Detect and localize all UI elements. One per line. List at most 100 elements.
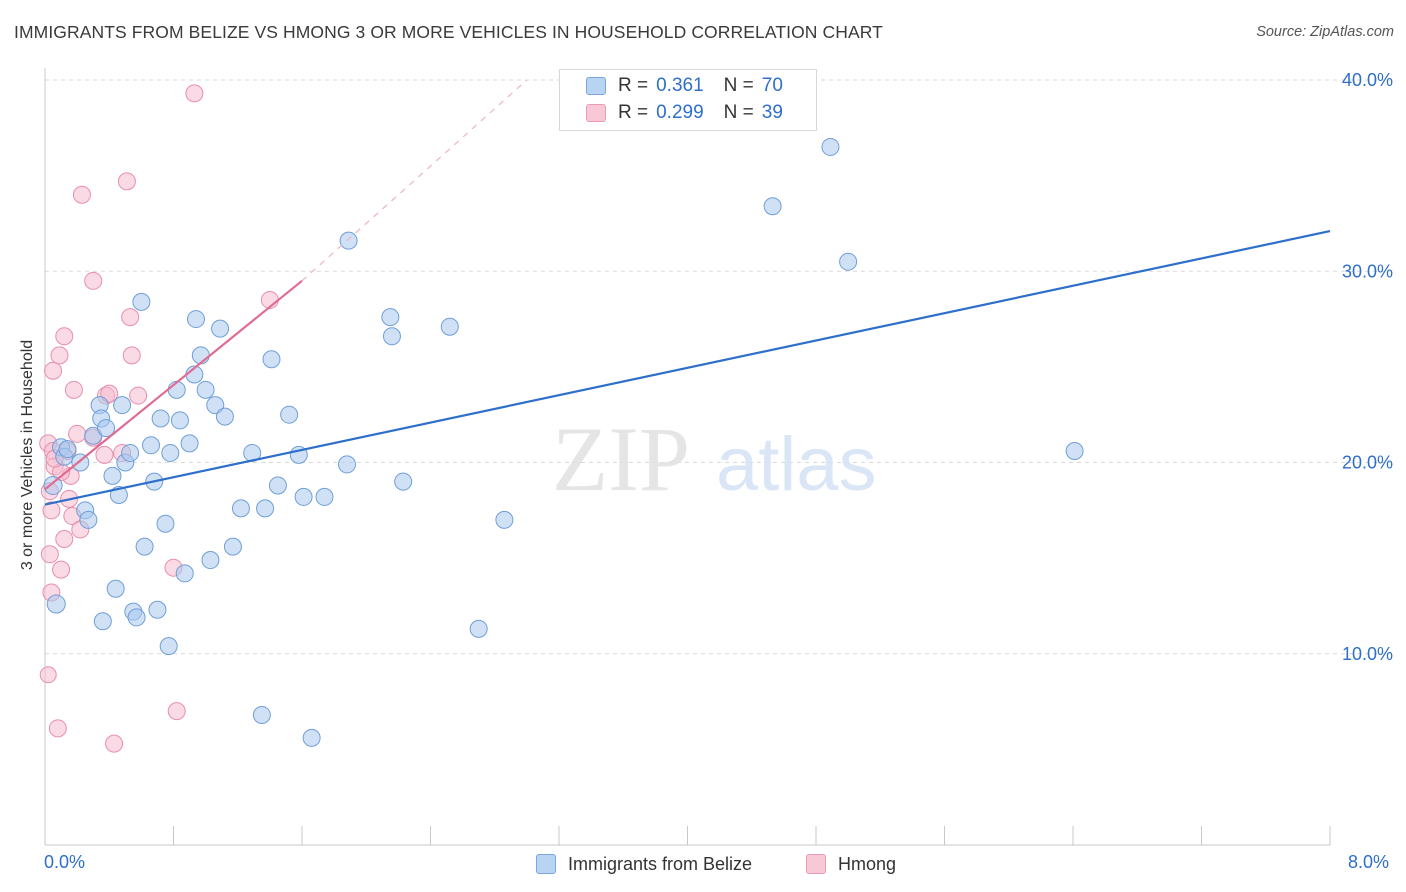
belize-point <box>339 231 358 250</box>
hmong-point <box>122 346 141 365</box>
belize-point <box>839 252 858 271</box>
watermark-zip: ZIP <box>552 408 690 510</box>
belize-point <box>161 443 180 462</box>
legend-r-label: R = <box>618 102 649 123</box>
bottom-legend-label-belize: Immigrants from Belize <box>568 853 753 874</box>
legend-r-value: 0.361 <box>656 75 704 96</box>
belize-point <box>280 405 299 424</box>
belize-point <box>132 292 151 311</box>
belize-point <box>121 443 140 462</box>
hmong-point <box>48 719 67 738</box>
belize-trend-line <box>44 230 1331 506</box>
belize-point <box>440 317 459 336</box>
legend-n-value: 70 <box>761 75 783 96</box>
gridlines <box>45 79 1392 655</box>
y-tick-labels: 10.0% 20.0% 30.0% 40.0% <box>1342 70 1393 664</box>
belize-point <box>170 411 189 430</box>
belize-point <box>79 510 98 529</box>
belize-point <box>156 514 175 533</box>
belize-point <box>315 487 334 506</box>
belize-point <box>191 346 210 365</box>
belize-point <box>495 510 514 529</box>
y-tick-label: 40.0% <box>1342 70 1393 90</box>
legend-row-belize: R = 0.361 N = 70 <box>586 74 783 98</box>
belize-point <box>58 440 77 459</box>
hmong-point <box>84 271 103 290</box>
belize-point <box>167 380 186 399</box>
belize-point <box>206 396 225 415</box>
belize-point <box>302 728 321 747</box>
belize-point <box>268 476 287 495</box>
hmong-point <box>117 172 136 191</box>
belize-point <box>211 319 230 338</box>
axes <box>44 68 1331 846</box>
chart-title: IMMIGRANTS FROM BELIZE VS HMONG 3 OR MOR… <box>14 22 883 42</box>
hmong-trend-extension <box>301 79 528 282</box>
hmong-point <box>72 185 91 204</box>
source-credit: Source: ZipAtlas.com <box>1256 24 1394 40</box>
belize-point <box>151 409 170 428</box>
legend-r-value: 0.299 <box>656 102 704 123</box>
belize-point <box>93 612 112 631</box>
watermark-atlas: atlas <box>716 422 877 507</box>
x-tick-label-max: 8.0% <box>1348 852 1390 872</box>
hmong-point <box>95 445 114 464</box>
hmong-point <box>129 386 148 405</box>
y-tick-label: 10.0% <box>1342 644 1393 664</box>
belize-point <box>175 564 194 583</box>
legend-n-label: N = <box>723 102 754 123</box>
belize-point <box>1065 442 1084 461</box>
hmong-point <box>39 666 57 684</box>
belize-point <box>231 499 250 518</box>
belize-point <box>113 396 132 415</box>
legend-row-hmong: R = 0.299 N = 39 <box>586 101 783 125</box>
y-tick-label: 20.0% <box>1342 453 1393 473</box>
bottom-legend-belize: Immigrants from Belize <box>536 851 752 877</box>
belize-point <box>223 537 242 556</box>
bottom-legend-hmong: Hmong <box>806 851 896 877</box>
hmong-point <box>64 380 83 399</box>
hmong-point <box>52 560 71 579</box>
stats-legend: R = 0.361 N = 70 R = 0.299 N = 39 <box>559 69 817 131</box>
belize-point <box>763 197 782 216</box>
belize-point <box>337 455 356 474</box>
watermark: ZIP atlas <box>552 408 877 510</box>
hmong-point <box>68 424 87 443</box>
legend-r-label: R = <box>618 75 649 96</box>
hmong-point <box>185 84 204 103</box>
belize-point <box>103 466 122 485</box>
belize-point <box>148 600 167 619</box>
hmong-point <box>167 702 186 721</box>
hmong-point <box>121 308 140 327</box>
belize-point <box>469 619 488 638</box>
hmong-point <box>42 501 61 520</box>
belize-point <box>201 551 220 570</box>
legend-swatch-blue <box>586 77 606 95</box>
belize-point <box>43 475 63 495</box>
belize-point <box>256 499 275 518</box>
belize-point <box>252 705 271 724</box>
hmong-point <box>40 545 59 564</box>
belize-point <box>382 327 401 346</box>
bottom-legend-label-hmong: Hmong <box>838 853 897 874</box>
legend-swatch-pink <box>586 104 606 122</box>
bottom-legend-swatch-blue <box>536 854 556 874</box>
legend-n-value: 39 <box>761 102 783 123</box>
bottom-legend-swatch-pink <box>806 854 826 874</box>
belize-point <box>97 419 116 438</box>
belize-point <box>215 407 234 426</box>
belize-point <box>196 380 215 399</box>
legend-n-label: N = <box>723 75 754 96</box>
hmong-trend-line <box>44 279 303 491</box>
belize-point <box>186 310 205 329</box>
belize-point <box>106 579 125 598</box>
y-tick-label: 30.0% <box>1342 261 1393 281</box>
x-tick-label-min: 0.0% <box>44 852 86 872</box>
belize-point <box>159 637 178 656</box>
trend-lines <box>44 79 1331 506</box>
belize-point <box>46 594 66 614</box>
belize-point <box>381 308 400 327</box>
hmong-point <box>50 346 69 365</box>
hmong-point <box>55 327 74 346</box>
